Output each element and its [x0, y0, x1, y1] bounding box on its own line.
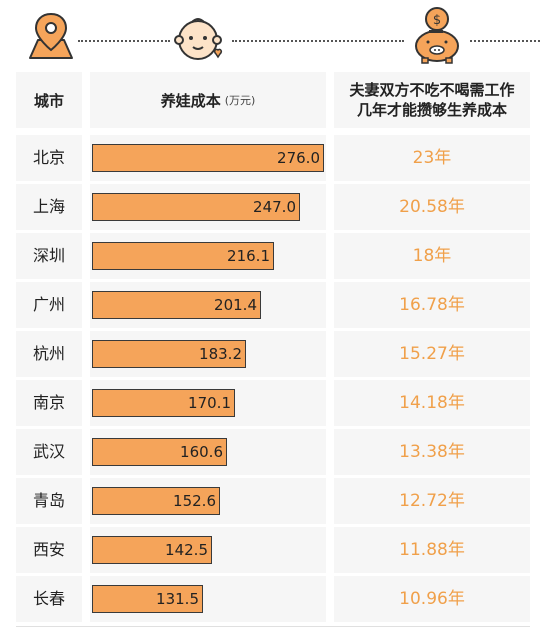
- cost-bar: [92, 144, 324, 172]
- row-background: [16, 527, 82, 573]
- city-label: 青岛: [32, 491, 65, 510]
- cost-value-label: 276.0: [277, 149, 320, 167]
- row-background: [16, 135, 82, 181]
- cost-value-label: 247.0: [253, 198, 296, 216]
- dotted-divider: [78, 40, 170, 42]
- years-value: 18年: [412, 246, 452, 266]
- years-value: 14.18年: [399, 393, 465, 413]
- header-cost-unit: (万元): [224, 94, 256, 107]
- cost-bar: [92, 438, 227, 466]
- row-background: [334, 233, 530, 279]
- cost-bar: [92, 585, 203, 613]
- cost-bar: [92, 536, 212, 564]
- row-background: [16, 184, 82, 230]
- baby-face-icon: [174, 18, 222, 60]
- row-background: [334, 576, 530, 622]
- table-row: 青岛 152.6 12.72年: [16, 477, 530, 525]
- years-value: 15.27年: [399, 344, 465, 364]
- cost-bar: [92, 487, 220, 515]
- city-label: 深圳: [32, 246, 65, 265]
- city-label: 西安: [32, 540, 65, 559]
- row-background: [16, 233, 82, 279]
- table-row: 广州 201.4 16.78年: [16, 281, 530, 329]
- cost-value-label: 160.6: [180, 443, 223, 461]
- header-cost-label: 养娃成本: [160, 91, 221, 110]
- years-value: 11.88年: [399, 540, 465, 560]
- cost-value-label: 152.6: [173, 492, 216, 510]
- years-value: 13.38年: [399, 442, 465, 462]
- table-row: 北京 276.0 23年: [16, 134, 530, 182]
- header-years: 夫妻双方不吃不喝需工作 几年才能攒够生养成本: [334, 72, 530, 128]
- city-label: 长春: [32, 589, 65, 608]
- years-value: 12.72年: [399, 491, 465, 511]
- header-years-line1: 夫妻双方不吃不喝需工作: [349, 81, 515, 99]
- divider: [16, 626, 530, 627]
- table-row: 深圳 216.1 18年: [16, 232, 530, 280]
- row-background: [16, 331, 82, 377]
- row-background: [334, 331, 530, 377]
- cost-value-label: 201.4: [214, 296, 257, 314]
- city-label: 北京: [32, 148, 65, 167]
- dotted-divider: [232, 40, 404, 42]
- city-label: 南京: [32, 393, 65, 412]
- row-background: [16, 429, 82, 475]
- cost-value-label: 183.2: [199, 345, 242, 363]
- row-background: [16, 576, 82, 622]
- table-row: 长春 131.5 10.96年: [16, 575, 530, 623]
- years-value: 23年: [412, 148, 452, 168]
- row-background: [334, 478, 530, 524]
- icon-row: $: [0, 0, 548, 66]
- header-city: 城市: [16, 72, 82, 128]
- row-background: [334, 282, 530, 328]
- table-row: 杭州 183.2 15.27年: [16, 330, 530, 378]
- years-value: 16.78年: [399, 295, 465, 315]
- cost-bar: [92, 389, 235, 417]
- svg-text:$: $: [433, 13, 441, 28]
- city-label: 广州: [32, 295, 65, 314]
- table-row: 武汉 160.6 13.38年: [16, 428, 530, 476]
- dotted-divider: [470, 40, 540, 42]
- location-pin-icon: [29, 12, 73, 59]
- header-city-label: 城市: [33, 91, 64, 110]
- header-years-line2: 几年才能攒够生养成本: [356, 101, 507, 119]
- table-row: 南京 170.1 14.18年: [16, 379, 530, 427]
- row-background: [334, 135, 530, 181]
- row-background: [16, 478, 82, 524]
- cost-value-label: 142.5: [165, 541, 208, 559]
- row-background: [334, 527, 530, 573]
- table-row: 上海 247.0 20.58年: [16, 183, 530, 231]
- row-background: [334, 184, 530, 230]
- piggy-bank-icon: $: [415, 7, 459, 64]
- table-row: 西安 142.5 11.88年: [16, 526, 530, 574]
- cost-value-label: 170.1: [188, 394, 231, 412]
- cost-value-label: 131.5: [156, 590, 199, 608]
- cost-bar: [92, 242, 274, 270]
- years-value: 10.96年: [399, 589, 465, 609]
- years-value: 20.58年: [399, 197, 465, 217]
- row-background: [16, 282, 82, 328]
- row-background: [334, 429, 530, 475]
- city-label: 武汉: [32, 442, 65, 461]
- cost-bar: [92, 340, 246, 368]
- header-cost: 养娃成本 (万元): [90, 72, 326, 128]
- cost-bar: [92, 291, 261, 319]
- cost-bar: [92, 193, 300, 221]
- city-label: 上海: [32, 197, 65, 216]
- row-background: [334, 380, 530, 426]
- cost-value-label: 216.1: [227, 247, 270, 265]
- city-label: 杭州: [32, 344, 65, 363]
- row-background: [16, 380, 82, 426]
